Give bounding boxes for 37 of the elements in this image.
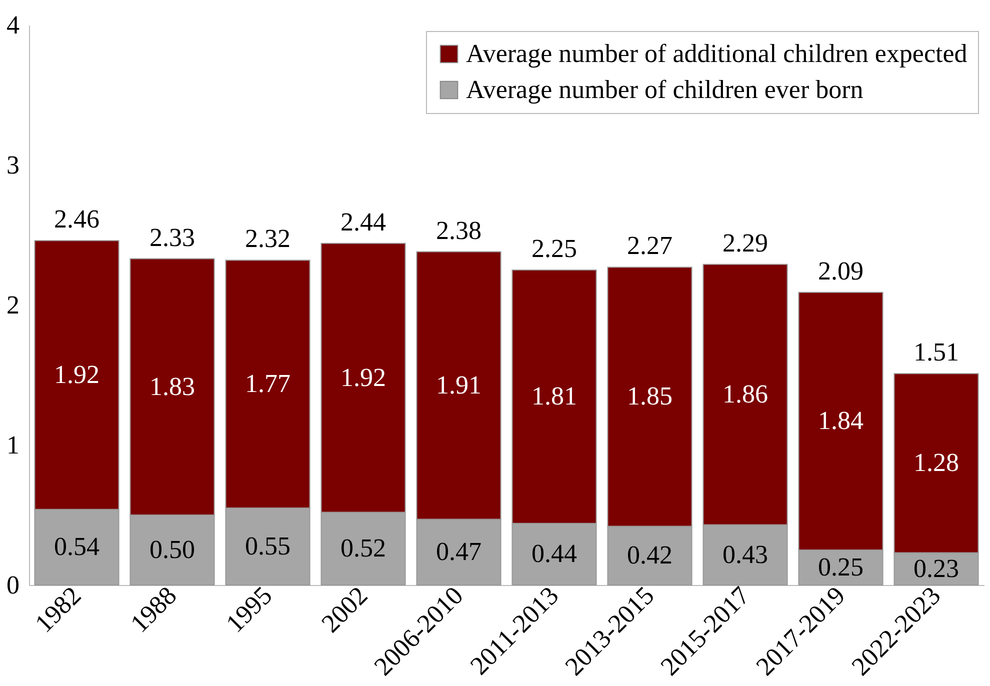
total-label: 2.09 <box>818 256 864 286</box>
data-label: 0.54 <box>54 532 100 562</box>
total-label: 2.29 <box>722 228 768 258</box>
data-label: 1.84 <box>818 406 864 436</box>
total-label: 2.38 <box>436 216 482 245</box>
data-label: 1.85 <box>627 382 672 411</box>
data-label: 1.92 <box>54 360 100 389</box>
total-label: 2.46 <box>54 204 100 234</box>
y-tick-label: 1 <box>6 430 20 460</box>
data-label: 0.23 <box>914 554 959 583</box>
data-label: 0.42 <box>627 540 672 570</box>
data-label: 0.52 <box>340 534 386 563</box>
data-label: 1.81 <box>532 382 577 411</box>
data-label: 0.50 <box>150 535 195 564</box>
total-label: 2.44 <box>340 207 386 236</box>
data-label: 0.25 <box>818 552 864 582</box>
legend-label: Average number of additional children expected <box>466 39 968 68</box>
total-label: 2.27 <box>627 231 672 260</box>
data-label: 1.77 <box>245 369 290 398</box>
y-tick-label: 4 <box>6 10 20 40</box>
y-tick-label: 2 <box>6 290 20 320</box>
total-label: 2.32 <box>245 224 290 254</box>
total-label: 1.51 <box>914 338 959 367</box>
data-label: 0.47 <box>436 537 482 566</box>
data-label: 1.91 <box>436 370 482 400</box>
data-label: 0.44 <box>532 539 577 568</box>
y-tick-label: 0 <box>6 570 20 600</box>
total-label: 2.25 <box>532 234 577 263</box>
legend-label: Average number of children ever born <box>466 75 864 104</box>
y-tick-label: 3 <box>6 150 20 180</box>
total-label: 2.33 <box>150 222 195 252</box>
data-label: 1.83 <box>150 372 195 401</box>
data-label: 1.92 <box>340 362 386 392</box>
data-label: 0.55 <box>245 532 290 560</box>
data-label: 1.28 <box>914 448 959 478</box>
data-label: 0.43 <box>722 540 768 569</box>
data-label: 1.86 <box>722 380 768 409</box>
